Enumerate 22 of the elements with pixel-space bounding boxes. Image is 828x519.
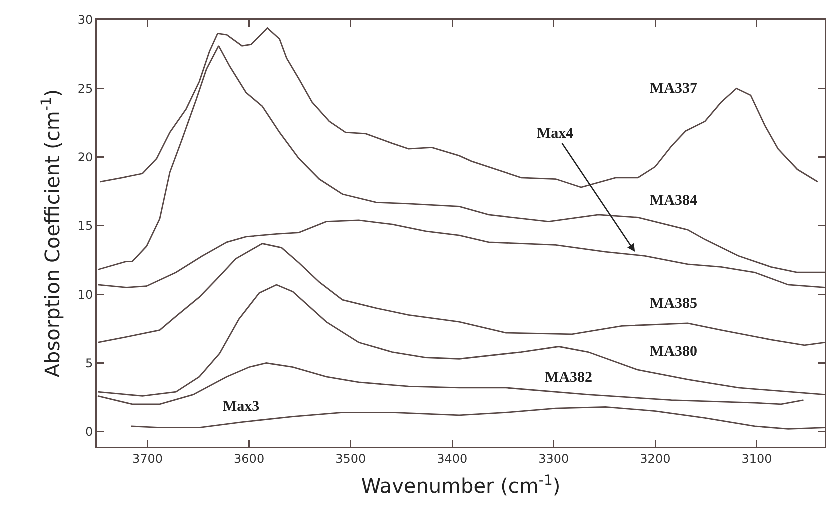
series-label: MA380	[650, 344, 698, 360]
x-tick-label: 3400	[437, 452, 468, 466]
x-tick-label: 3600	[234, 452, 265, 466]
x-tick-label: 3200	[640, 452, 671, 466]
series-label: MA337	[650, 81, 698, 97]
y-tick-label: 10	[78, 288, 94, 302]
series-label: MA384	[650, 193, 698, 209]
y-tick-label: 0	[85, 425, 94, 440]
x-tick-label: 3700	[132, 452, 164, 466]
series-label: MA385	[650, 296, 698, 312]
y-tick-label: 5	[85, 356, 94, 370]
x-axis-title: Wavenumber (cm$^{-1}$)	[361, 472, 561, 498]
series-label: Max3	[223, 399, 260, 415]
y-tick-label: 20	[78, 150, 94, 164]
y-tick-label: 15	[78, 219, 94, 234]
series-label: MA382	[545, 370, 592, 386]
y-tick-label: 25	[78, 82, 94, 96]
x-tick-label: 3500	[336, 452, 366, 466]
x-tick-label: 3100	[742, 452, 772, 466]
text: Max4	[537, 126, 574, 142]
x-tick-label: 3300	[538, 452, 570, 466]
y-tick-label: 30	[78, 13, 94, 28]
